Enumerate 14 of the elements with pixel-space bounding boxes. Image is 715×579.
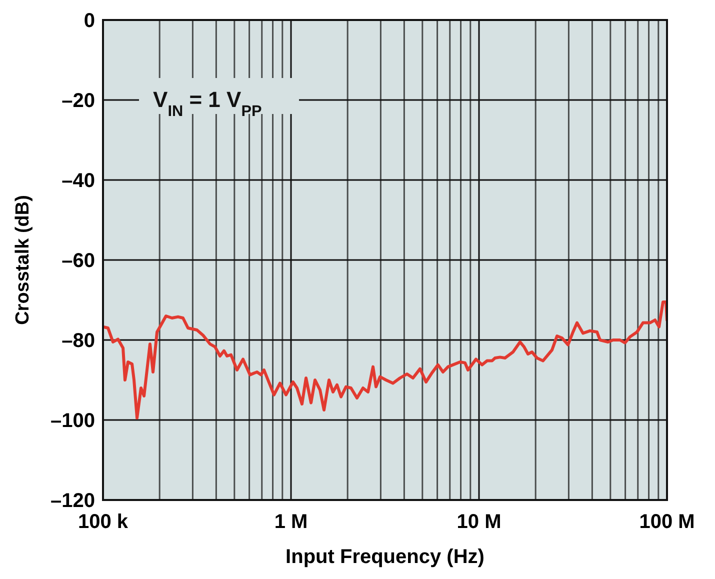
- annotation: V$_{IN}$ = 1 V$_{PP}$: [153, 87, 262, 120]
- x-axis-title: Input Frequency (Hz): [286, 546, 484, 568]
- y-tick-label: –40: [62, 170, 95, 192]
- y-axis-title: Crosstalk (dB): [12, 195, 34, 325]
- y-tick-label: –100: [50, 410, 95, 432]
- x-tick-label: 100 M: [639, 511, 695, 533]
- x-tick-label: 100 k: [78, 511, 129, 533]
- y-tick-label: 0: [84, 10, 95, 32]
- y-tick-label: –20: [62, 90, 95, 112]
- x-tick-label: 10 M: [456, 511, 502, 533]
- y-tick-label: –60: [62, 250, 95, 272]
- y-tick-label: –80: [62, 330, 95, 352]
- y-tick-label: –120: [50, 490, 95, 512]
- x-tick-label: 1 M: [274, 511, 308, 533]
